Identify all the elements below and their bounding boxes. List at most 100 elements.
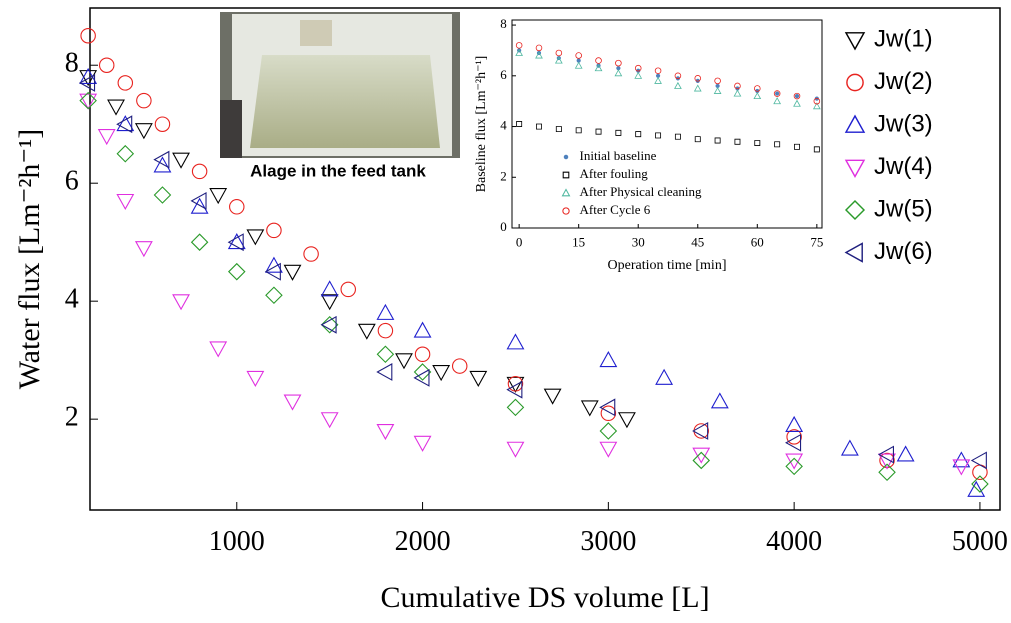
data-point [97,129,116,146]
data-point [634,71,643,79]
photo-caption: Alage in the feed tank [250,161,426,180]
x-tick-label: 15 [572,235,585,250]
legend-marker [561,188,571,197]
x-tick-label: 0 [516,235,523,250]
data-point [952,459,971,476]
data-point [773,90,781,97]
legend-label: Jw(6) [874,238,933,265]
data-point [507,376,524,392]
data-point [674,133,681,140]
legend-label: Jw(4) [874,153,933,180]
y-tick-label: 8 [65,48,79,79]
data-point [377,322,394,339]
data-point [785,453,804,470]
data-point [713,87,722,94]
data-point [79,91,97,110]
data-point [283,264,302,281]
data-point [793,99,801,107]
data-point [191,163,208,180]
data-point [794,93,800,99]
data-point [432,365,451,382]
data-point [754,140,761,146]
data-point [896,445,915,462]
plot-frame [89,7,1001,511]
y-tick-label: 4 [65,284,79,315]
legend-marker [844,32,866,51]
data-point [599,441,618,458]
data-point [79,70,98,87]
legend-label: Jw(3) [874,110,933,137]
y-tick-label: 4 [500,118,507,133]
data-point [617,412,636,429]
legend-label: After Physical cleaning [580,184,703,199]
data-point [506,333,525,350]
data-point [376,303,395,320]
x-tick-label: 3000 [580,526,636,557]
data-point [710,392,729,409]
data-point [555,126,562,133]
data-point [116,193,135,211]
legend-marker [562,171,570,179]
data-point [794,143,800,150]
data-point [574,61,583,69]
legend-label: Jw(2) [874,68,933,95]
y-tick-label: 0 [500,219,507,234]
data-point [785,415,804,433]
x-tick-label: 4000 [766,526,822,557]
data-point [134,123,153,140]
legend-marker [844,114,866,133]
legend-marker [844,242,863,263]
data-point [190,197,209,214]
data-point [376,363,393,381]
data-point [773,97,782,105]
data-point [580,400,599,417]
data-point [246,370,265,387]
legend-label: Initial baseline [580,148,657,163]
x-axis-label: Cumulative DS volume [L] [380,581,709,614]
data-point [813,97,821,105]
data-point [515,48,524,56]
data-point [357,323,376,340]
data-point [154,116,171,132]
data-point [595,57,602,64]
data-point [153,150,170,169]
data-point [136,92,152,109]
data-point [413,368,430,387]
legend-marker [844,199,866,221]
inset-panel [468,10,830,284]
data-point [599,398,616,417]
data-point [506,398,525,417]
data-point [515,42,523,49]
data-point [469,370,488,387]
data-point [227,233,246,250]
data-point [117,75,134,91]
legend-label: Jw(5) [874,195,933,222]
data-point [266,222,282,239]
data-point [575,52,582,59]
data-point [785,433,802,452]
data-point [153,156,172,173]
data-point [554,56,563,64]
data-point [209,341,228,358]
data-point [134,241,153,258]
data-point [714,137,721,144]
data-point [600,405,617,422]
data-point [793,92,801,100]
data-point [655,132,662,139]
data-point [970,451,987,470]
data-point [506,441,525,458]
data-point [320,315,337,334]
data-point [209,188,228,205]
data-point [172,152,190,169]
data-point [634,64,642,72]
data-point [733,89,742,97]
data-point [714,77,721,85]
data-point [812,102,821,110]
data-point [79,93,98,110]
legend-label: Jw(1) [874,25,933,52]
x-tick-label: 75 [810,235,823,250]
data-point [594,64,603,72]
data-point [116,144,135,163]
data-point [877,445,894,464]
data-point [734,82,741,90]
